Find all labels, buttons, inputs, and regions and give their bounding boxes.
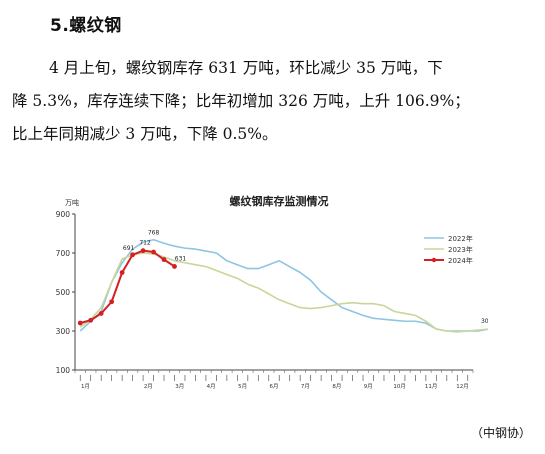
rebar-inventory-chart: 螺纹钢库存监测情况 万吨 100 300 500 700 900 1月 2月 3月 4月 5月 6月 7月… (48, 188, 493, 416)
y-tick-label: 900 (56, 210, 71, 219)
legend-label: 2022年 (448, 234, 473, 243)
paragraph-line-3: 比上年同期减少 3 万吨，下降 0.5%。 (12, 125, 278, 143)
series-point (130, 252, 136, 258)
legend-swatch-marker (431, 257, 437, 263)
data-label: 631 (175, 255, 187, 262)
chart-title: 螺纹钢库存监测情况 (230, 194, 329, 208)
paragraph-line-2: 降 5.3%，库存连续下降；比年初增加 326 万吨，上升 106.9%； (12, 92, 470, 110)
x-tick-label: 7月 (301, 383, 310, 390)
x-tick-label: 1月 (81, 383, 90, 390)
x-tick-label: 3月 (175, 383, 184, 390)
legend-label: 2023年 (448, 245, 473, 254)
y-tick-label: 100 (56, 366, 71, 375)
paragraph-line-1: 4 月上旬，螺纹钢库存 631 万吨，环比减少 35 万吨，下 (49, 59, 443, 77)
series-point (119, 270, 125, 275)
series-point (161, 257, 167, 263)
series-line-2 (79, 252, 489, 333)
data-label: 768 (148, 230, 160, 237)
series-line-1 (79, 238, 489, 332)
data-label: 305 (481, 318, 488, 325)
x-tick-label: 6月 (270, 383, 279, 390)
series-point (172, 264, 177, 269)
series-point (151, 249, 156, 255)
series-line-3 (79, 249, 176, 324)
series-point (77, 320, 83, 326)
x-tick-label: 4月 (207, 383, 216, 390)
series-point (109, 299, 115, 305)
x-tick-label: 9月 (364, 383, 373, 390)
x-tick-label: 10月 (393, 383, 406, 390)
report-paragraph: 4 月上旬，螺纹钢库存 631 万吨，环比减少 35 万吨，下 降 5.3%，库… (12, 52, 532, 151)
series-point (98, 311, 104, 316)
data-label: 691 (123, 245, 135, 252)
legend-label: 2024年 (448, 256, 473, 265)
x-tick-label: 5月 (238, 383, 247, 390)
chart-svg: 螺纹钢库存监测情况 万吨 100 300 500 700 900 1月 2月 3月 4月 5月 6月 7月… (56, 194, 493, 390)
y-tick-label: 300 (56, 327, 71, 336)
x-tick-label: 8月 (332, 383, 341, 390)
x-tick-label: 2月 (144, 383, 153, 390)
y-tick-label: 500 (56, 288, 71, 297)
x-tick-label: 11月 (425, 383, 438, 390)
section-heading: 5.螺纹钢 (50, 16, 122, 36)
y-tick-label: 700 (56, 249, 71, 258)
data-label: 712 (139, 240, 151, 247)
series-point (140, 248, 146, 254)
x-tick-label: 12月 (456, 383, 469, 390)
series-point (88, 317, 94, 323)
y-axis-unit: 万吨 (65, 198, 79, 207)
source-note: （中钢协） (470, 426, 531, 440)
